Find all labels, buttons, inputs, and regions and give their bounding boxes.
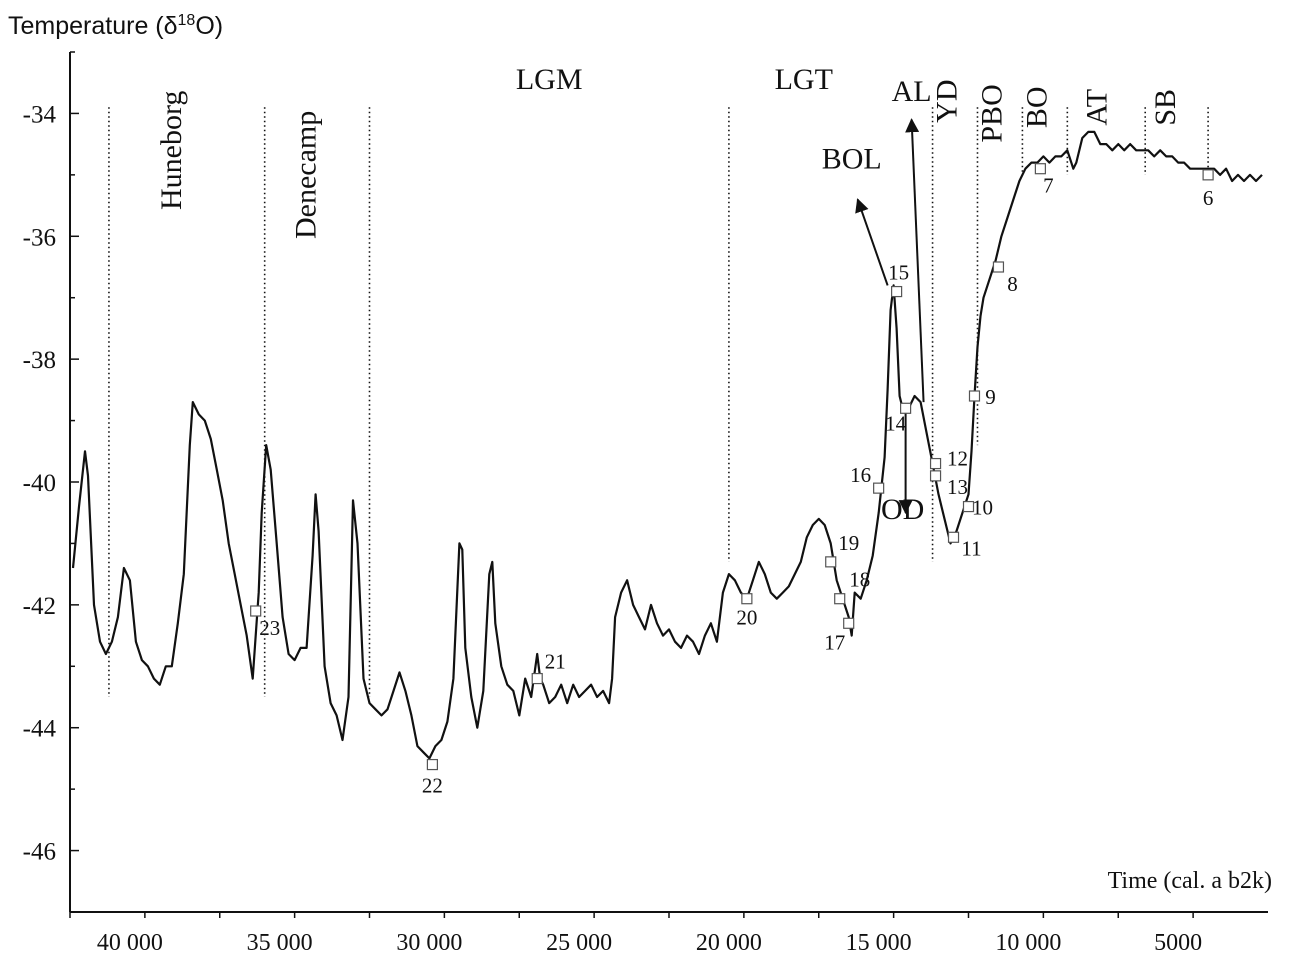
period-label-yd: YD xyxy=(931,79,964,122)
sample-marker xyxy=(1202,169,1214,181)
period-label-sb: SB xyxy=(1149,89,1182,126)
sample-label: 15 xyxy=(888,261,909,285)
x-axis-title: Time (cal. a b2k) xyxy=(1108,868,1272,894)
period-label-pbo: PBO xyxy=(975,84,1008,142)
annotation-label-al: AL xyxy=(892,75,932,108)
x-tick-label: 30 000 xyxy=(396,930,462,956)
sample-label: 9 xyxy=(985,385,996,409)
annotations: AL BOL OD xyxy=(822,75,932,526)
sample-marker xyxy=(873,482,885,494)
sample-marker xyxy=(741,593,753,605)
sample-marker xyxy=(929,457,942,470)
y-tick-label: -36 xyxy=(23,224,56,251)
sample-marker xyxy=(250,605,262,617)
axes: -34 -36 -38 -40 -42 -44 -46 40 000 35 000 30 000 2… xyxy=(23,51,1268,956)
x-tick-label: 5000 xyxy=(1154,930,1202,956)
sample-label: 22 xyxy=(422,774,443,798)
annotation-label-od: OD xyxy=(881,493,924,526)
y-axis-title: Temperature (δ18O) xyxy=(8,12,223,40)
y-axis-title-main: Temperature (δ xyxy=(8,12,178,40)
x-tick-label: 20 000 xyxy=(696,930,762,956)
y-axis-title-end: O) xyxy=(195,12,223,40)
x-tick-label: 40 000 xyxy=(97,930,163,956)
sample-marker xyxy=(825,556,837,568)
x-tick-label: 35 000 xyxy=(247,930,313,956)
sample-marker xyxy=(891,285,903,298)
sample-marker xyxy=(962,500,975,513)
sample-marker xyxy=(1034,163,1046,175)
annotation-label-bol: BOL xyxy=(822,143,882,176)
sample-label: 7 xyxy=(1043,174,1054,198)
y-tick-label: -44 xyxy=(23,716,57,743)
sample-marker xyxy=(834,593,846,605)
x-tick-label: 15 000 xyxy=(846,930,912,956)
sample-label: 19 xyxy=(838,531,859,555)
y-tick-label: -40 xyxy=(23,470,56,497)
period-label-at: AT xyxy=(1080,89,1113,126)
period-label-lgm: LGM xyxy=(516,63,583,96)
sample-marker xyxy=(947,531,960,543)
sample-marker xyxy=(900,402,912,414)
sample-label: 13 xyxy=(947,475,968,499)
sample-marker xyxy=(843,617,855,629)
sample-marker xyxy=(531,672,543,685)
y-tick-label: -42 xyxy=(23,593,56,620)
sample-label: 21 xyxy=(545,650,566,674)
temperature-series-line xyxy=(71,130,1263,760)
sample-marker xyxy=(968,390,981,402)
sample-label: 18 xyxy=(849,568,870,592)
sample-marker xyxy=(426,758,438,771)
period-label-bo: BO xyxy=(1020,86,1053,128)
sample-label: 20 xyxy=(736,606,757,630)
sample-markers: 6 7 8 9 10 11 12 13 14 15 16 17 18 19 20 21 22 23 xyxy=(250,163,1214,798)
sample-label: 6 xyxy=(1203,186,1214,210)
annotation-arrow-bol xyxy=(855,198,889,286)
period-label-huneborg: Huneborg xyxy=(155,91,188,210)
sample-label: 12 xyxy=(947,447,968,471)
annotation-arrow-al xyxy=(905,118,925,403)
x-tick-label: 10 000 xyxy=(995,930,1061,956)
sample-marker xyxy=(992,261,1005,273)
period-boundaries xyxy=(108,107,1209,697)
sample-label: 23 xyxy=(259,616,280,640)
y-axis-title-superscript: 18 xyxy=(178,12,196,29)
sample-label: 10 xyxy=(972,496,993,520)
period-label-lgt: LGT xyxy=(775,63,833,96)
sample-marker xyxy=(929,470,942,482)
sample-label: 16 xyxy=(850,463,871,487)
y-tick-label: -34 xyxy=(23,101,57,128)
sample-label: 17 xyxy=(824,630,845,654)
x-tick-label: 25 000 xyxy=(546,930,612,956)
period-labels: Huneborg Denecamp LGM LGT YD PBO BO AT SB xyxy=(155,63,1182,239)
sample-label: 8 xyxy=(1007,272,1018,296)
sample-label: 14 xyxy=(885,411,907,435)
y-tick-label: -46 xyxy=(23,839,56,866)
period-label-denecamp: Denecamp xyxy=(290,111,323,239)
sample-label: 11 xyxy=(961,536,981,560)
y-tick-label: -38 xyxy=(23,347,56,374)
